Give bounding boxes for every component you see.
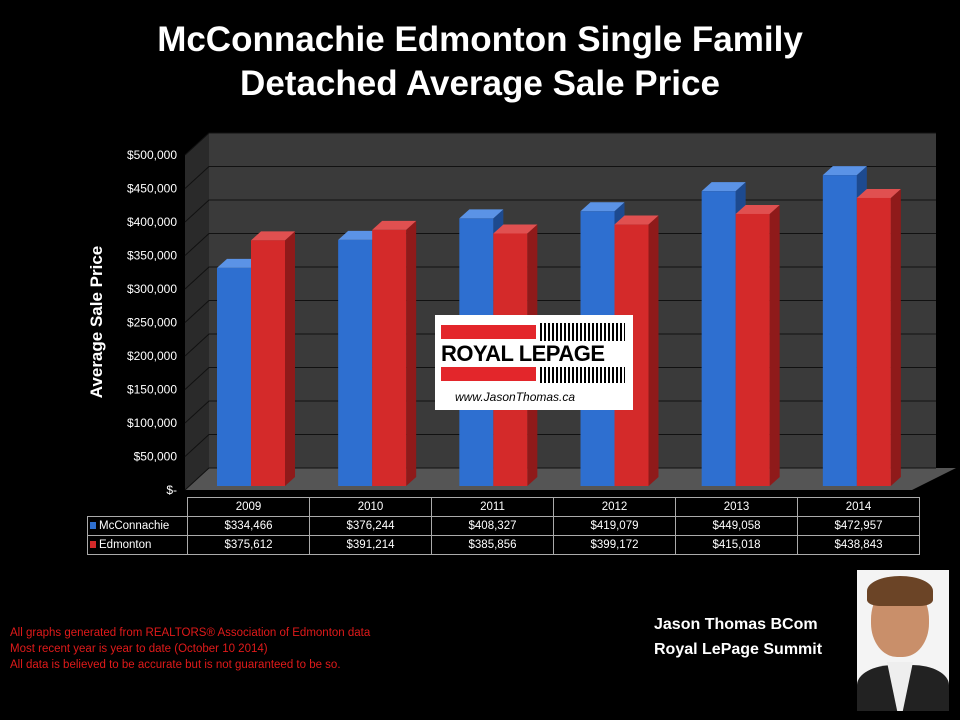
gridline	[184, 266, 936, 290]
logo-stripes	[540, 323, 625, 341]
bar-mcconnachie-2010	[338, 239, 373, 486]
bar-side	[406, 220, 417, 486]
gridline	[184, 367, 936, 390]
y-tick-label: $350,000	[127, 249, 177, 263]
y-tick-label: $200,000	[127, 349, 177, 363]
y-tick-label: $400,000	[127, 215, 177, 229]
gridline	[184, 199, 936, 223]
bar-side	[285, 231, 295, 486]
bar-edmonton-2014	[856, 197, 891, 486]
bar-top	[372, 220, 417, 230]
bar-edmonton-2010	[372, 229, 407, 486]
data-label: $449,058	[675, 516, 798, 536]
bar-top	[217, 258, 261, 268]
gridline	[184, 233, 936, 256]
x-tick-label: 2010	[309, 497, 432, 517]
logo-red-bar	[441, 325, 536, 339]
website-url: www.JasonThomas.ca	[455, 390, 576, 404]
legend-swatch-blue	[90, 522, 96, 529]
disclaimer-notes: All graphs generated from REALTORS® Asso…	[10, 625, 370, 673]
gridline	[184, 166, 936, 189]
data-label: $376,244	[309, 516, 432, 536]
y-tick-label: $150,000	[127, 383, 177, 397]
table-row: McConnachie $334,466 $376,244 $408,327 $419,…	[87, 516, 920, 536]
royal-lepage-logo: ROYAL LEPAGE www.JasonThomas.ca	[435, 315, 633, 410]
agent-company: Royal LePage Summit	[654, 641, 823, 658]
bar-top	[735, 204, 780, 214]
table-row: Edmonton $375,612 $391,214 $385,856 $399,172…	[87, 535, 920, 555]
x-tick-label: 2012	[553, 497, 676, 517]
bar-edmonton-2009	[251, 240, 285, 486]
y-axis-label: Average Sale Price	[87, 245, 106, 399]
y-tick-label: $100,000	[127, 416, 177, 430]
series-name: McConnachie	[99, 520, 170, 532]
gridline	[184, 300, 936, 323]
data-label: $472,957	[797, 516, 920, 536]
bar-top	[251, 231, 295, 241]
gridline	[184, 333, 936, 357]
bar-side	[769, 204, 780, 487]
data-label: $415,018	[675, 535, 798, 555]
data-label: $408,327	[431, 516, 554, 536]
bar-top	[856, 188, 901, 198]
note-line: All graphs generated from REALTORS® Asso…	[10, 627, 371, 639]
bar-top	[338, 230, 383, 240]
y-tick-label: $300,000	[127, 282, 177, 296]
data-label: $375,612	[187, 535, 310, 555]
bar-top	[822, 166, 867, 176]
y-tick-label: $-	[166, 483, 177, 497]
gridline	[184, 132, 936, 156]
note-line: Most recent year is year to date (Octobe…	[10, 643, 268, 655]
gridline	[184, 400, 936, 424]
data-label: $438,843	[797, 535, 920, 555]
logo-stripes	[540, 367, 625, 383]
bar-side	[648, 215, 659, 487]
gridline	[184, 434, 936, 457]
x-tick-label: 2014	[797, 497, 920, 517]
bar-top	[614, 215, 659, 225]
data-label: $391,214	[309, 535, 432, 555]
bar-mcconnachie-2009	[217, 267, 251, 486]
bar-mcconnachie-2014	[822, 175, 857, 486]
logo-brand: ROYAL LEPAGE	[441, 341, 605, 366]
title-line-1: McConnachie Edmonton Single Family	[157, 20, 803, 59]
legend-swatch-red	[90, 541, 96, 548]
bar-top	[459, 209, 504, 219]
data-label: $419,079	[553, 516, 676, 536]
bar-side	[890, 188, 901, 486]
gridline	[184, 467, 936, 491]
y-tick-label: $450,000	[127, 182, 177, 196]
bar-top	[580, 202, 625, 212]
y-tick-label: $500,000	[127, 148, 177, 162]
y-tick-label: $250,000	[127, 316, 177, 330]
agent-photo	[857, 570, 949, 711]
table-header-row: 2009 2010 2011 2012 2013 2014	[87, 497, 920, 517]
y-tick-label: $50,000	[134, 450, 178, 464]
title-line-2: Detached Average Sale Price	[240, 64, 720, 103]
logo-red-bar	[441, 367, 536, 381]
data-table: 2009 2010 2011 2012 2013 2014 McConnachie $334…	[87, 497, 920, 555]
bar-mcconnachie-2013	[701, 191, 736, 486]
data-label: $385,856	[431, 535, 554, 555]
data-label: $399,172	[553, 535, 676, 555]
bar-top	[493, 224, 538, 234]
x-tick-label: 2011	[431, 497, 554, 517]
x-tick-label: 2013	[675, 497, 798, 517]
agent-info: Jason Thomas BCom Royal LePage Summit	[654, 612, 822, 662]
agent-name: Jason Thomas BCom	[654, 616, 818, 633]
bar-edmonton-2013	[735, 213, 770, 487]
x-tick-label: 2009	[187, 497, 310, 517]
bar-top	[701, 182, 746, 192]
data-label: $334,466	[187, 516, 310, 536]
series-name: Edmonton	[99, 539, 152, 551]
chart-title: McConnachie Edmonton Single Family Detach…	[0, 18, 960, 106]
plot-area: $- $50,000 $100,000 $150,000 $200,000 $250,00…	[127, 132, 956, 497]
note-line: All data is believed to be accurate but …	[10, 659, 341, 671]
